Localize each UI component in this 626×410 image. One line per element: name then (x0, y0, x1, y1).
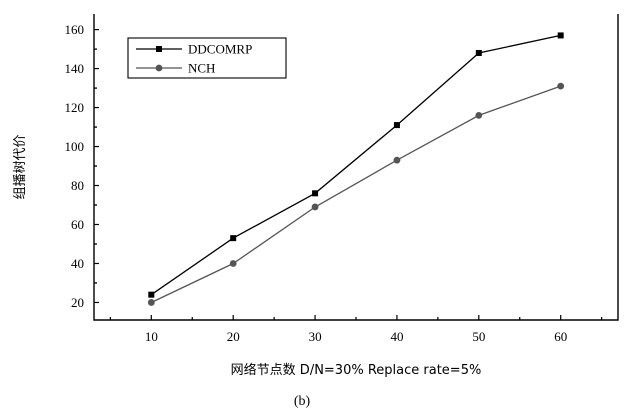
series-line (151, 85, 561, 304)
y-tick-label: 120 (65, 100, 85, 115)
x-tick-label: 60 (554, 329, 567, 344)
data-point (147, 299, 155, 306)
x-tick-label: 40 (390, 329, 403, 344)
y-tick-label: 140 (65, 61, 85, 76)
x-tick-label: 50 (472, 329, 485, 344)
legend-label: DDCOMRP (188, 42, 252, 57)
data-point (475, 111, 483, 119)
series-nch (147, 82, 565, 306)
data-point (475, 49, 482, 56)
y-tick-label: 80 (71, 178, 84, 193)
series-group (147, 32, 565, 306)
legend-marker (156, 46, 162, 52)
legend-marker (155, 64, 163, 72)
x-tick-label: 20 (227, 329, 240, 344)
x-tick-label: 10 (145, 329, 158, 344)
data-point (229, 260, 237, 267)
x-axis-ticks: 10 20 30 40 50 60 (109, 315, 603, 344)
data-point (557, 32, 564, 39)
y-axis-ticks: 20 40 60 80 100 120 140 160 (65, 22, 99, 310)
series-line (150, 34, 561, 296)
legend: DDCOMRP NCH (127, 37, 287, 79)
y-tick-label: 160 (65, 22, 85, 37)
data-point (311, 203, 319, 211)
y-tick-label: 20 (71, 295, 84, 310)
data-point (230, 235, 237, 242)
data-point (148, 291, 155, 298)
series-ddcomrp (148, 32, 564, 298)
data-point (393, 156, 401, 164)
legend-item: DDCOMRP (136, 42, 252, 57)
legend-item: NCH (136, 61, 215, 76)
legend-label: NCH (188, 61, 215, 76)
x-tick-label: 30 (309, 329, 322, 344)
x-axis-title: 网络节点数 D/N=30% Replace rate=5% (231, 362, 482, 378)
data-point (312, 190, 319, 197)
y-tick-label: 100 (65, 139, 85, 154)
legend-box (127, 37, 287, 79)
y-tick-label: 60 (71, 217, 84, 232)
data-point (557, 82, 565, 90)
figure-caption: (b) (294, 394, 311, 409)
data-point (393, 122, 400, 129)
y-tick-label: 40 (71, 256, 84, 271)
y-axis-title: 组播树代价 (13, 134, 28, 199)
